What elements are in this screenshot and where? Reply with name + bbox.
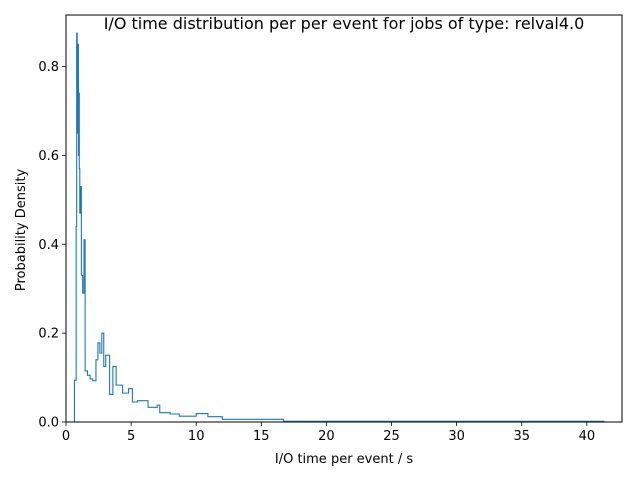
x-tick-label: 15 — [253, 429, 270, 444]
x-tick-label: 40 — [579, 429, 596, 444]
y-tick-label: 0.0 — [38, 416, 59, 431]
histogram-bin — [93, 381, 96, 422]
histogram-bin — [129, 389, 133, 422]
x-axis-ticks: 0 5 10 15 20 25 30 35 40 — [62, 422, 595, 444]
histogram-bin — [85, 371, 87, 422]
histogram-bin — [148, 407, 157, 422]
x-tick-label: 5 — [127, 429, 135, 444]
histogram-marks — [73, 32, 605, 422]
histogram-bin — [90, 379, 93, 422]
histogram-bin — [104, 366, 106, 422]
histogram-bin — [123, 393, 129, 422]
x-tick-label: 0 — [62, 429, 70, 444]
y-tick-label: 0.4 — [38, 238, 59, 253]
histogram-bin — [80, 213, 81, 422]
x-axis-label: I/O time per event / s — [275, 452, 413, 467]
y-tick-label: 0.6 — [38, 149, 59, 164]
histogram-step-line — [73, 32, 605, 422]
y-tick-label: 0.2 — [38, 327, 59, 342]
histogram-bin — [116, 385, 123, 422]
histogram-bin — [160, 413, 170, 422]
histogram-bin — [87, 375, 90, 422]
histogram-bin — [170, 414, 179, 422]
histogram-bin — [179, 416, 196, 422]
chart-title: I/O time distribution per per event for … — [104, 14, 585, 33]
y-tick-label: 0.8 — [38, 60, 59, 75]
y-axis-ticks: 0.0 0.2 0.4 0.6 0.8 — [38, 60, 66, 431]
histogram-bin — [208, 417, 222, 422]
x-tick-label: 20 — [318, 429, 335, 444]
histogram-bin — [132, 402, 137, 422]
histogram-bin — [83, 293, 84, 422]
histogram-bin — [100, 353, 102, 422]
x-tick-label: 10 — [188, 429, 205, 444]
histogram-bin — [106, 355, 110, 422]
histogram-bin — [138, 401, 148, 422]
x-tick-label: 25 — [383, 429, 400, 444]
plot-frame — [65, 14, 623, 423]
x-tick-label: 30 — [448, 429, 465, 444]
histogram-bin — [81, 275, 82, 422]
x-tick-label: 35 — [513, 429, 530, 444]
histogram-bin — [110, 394, 113, 422]
y-axis-label: Probability Density — [14, 169, 29, 292]
histogram-bin — [196, 414, 208, 422]
